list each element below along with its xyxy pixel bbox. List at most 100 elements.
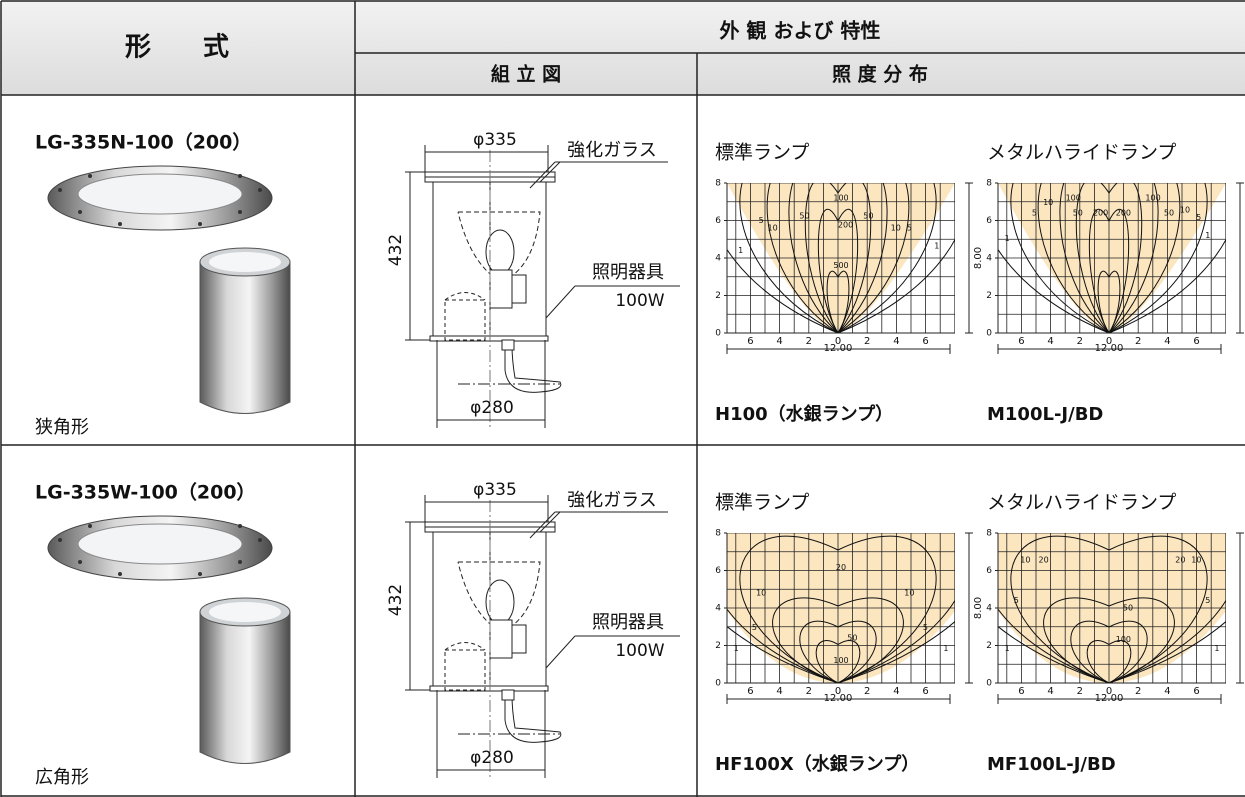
contour-label: 5	[759, 216, 764, 225]
contour	[826, 270, 850, 333]
y-tick-label: 4	[715, 254, 721, 264]
ballast	[489, 619, 513, 659]
line	[545, 635, 576, 669]
gland	[501, 689, 515, 701]
lamp-type: 標準ランプ	[715, 492, 809, 514]
contour-label: 5	[1032, 209, 1037, 218]
contour-label: 50	[1164, 209, 1174, 218]
bolt	[118, 572, 122, 576]
contour	[788, 183, 888, 333]
line	[529, 511, 556, 539]
contour	[766, 183, 910, 333]
x-tick-label: 2	[1077, 686, 1083, 697]
gland	[501, 339, 515, 351]
bolt	[258, 188, 262, 192]
lamp-name: HF100X（水銀ランプ）	[715, 753, 919, 775]
y-tick-label: 2	[715, 291, 721, 301]
contour-label: 100	[833, 194, 848, 203]
y-tick-label: 8	[715, 179, 721, 189]
plot-area	[727, 183, 955, 333]
contour-label: 500	[833, 261, 848, 270]
x-tick-label: 0	[835, 686, 841, 697]
header-title: 外 観 および 特性	[720, 19, 881, 43]
y-tick-label: 4	[986, 254, 992, 264]
x-tick-label: 2	[864, 336, 870, 347]
beam-type: 広角形	[35, 767, 89, 788]
x-tick-label: 6	[1018, 686, 1024, 697]
ballast	[511, 624, 527, 654]
contour	[1010, 535, 1208, 683]
contour-label: 10	[768, 224, 778, 233]
lamp-type: メタルハライドランプ	[987, 142, 1176, 164]
ballast	[489, 269, 513, 309]
contour-label: 50	[863, 212, 873, 221]
luminaire-photo	[47, 515, 291, 764]
bolt	[198, 572, 202, 576]
y-tick-label: 0	[715, 329, 721, 339]
luminaire-photo	[47, 165, 291, 414]
callout-label: 照明器具	[592, 612, 664, 633]
callout-label: 強化ガラス	[567, 490, 657, 511]
bolt	[78, 210, 82, 214]
contour-label: 50	[847, 634, 857, 643]
x-tick-label: 2	[806, 686, 812, 697]
bolt	[118, 222, 122, 226]
bolt	[88, 524, 92, 528]
contour-label: 5	[752, 623, 757, 632]
contour-label: 100	[1066, 194, 1081, 203]
socket	[444, 642, 486, 691]
contour-label: 200	[1093, 209, 1108, 218]
y-tick-label: 2	[986, 291, 992, 301]
model-name: LG-335N-100（200）	[35, 131, 251, 154]
contour-label: 1	[734, 644, 739, 653]
header-title: 組 立 図	[491, 63, 561, 86]
bolt	[198, 222, 202, 226]
dimension-label: φ335	[473, 130, 517, 150]
contour-label: 20	[1039, 556, 1049, 565]
lens	[77, 173, 243, 215]
cylinder-lens	[209, 252, 281, 272]
contour	[1037, 183, 1181, 333]
x-tick-label: 4	[1164, 336, 1170, 347]
y-tick-label: 4	[715, 604, 721, 614]
contour	[1075, 183, 1143, 333]
callout-label: 100W	[615, 641, 664, 661]
bolt	[78, 560, 82, 564]
callout-label: 照明器具	[592, 262, 664, 283]
contour-label: 10	[904, 589, 914, 598]
dimension-label: φ280	[470, 398, 514, 418]
x-tick-label: 6	[922, 686, 928, 697]
bolt	[238, 560, 242, 564]
x-tick-label: 0	[1106, 686, 1112, 697]
line	[545, 285, 576, 319]
contour-label: 5	[907, 224, 912, 233]
line	[539, 161, 561, 183]
x-tick-label: 4	[893, 336, 899, 347]
callout-label: 強化ガラス	[567, 140, 657, 161]
height-label: 8.00	[973, 597, 984, 619]
contour-label: 10	[1043, 198, 1053, 207]
x-tick-label: 2	[864, 686, 870, 697]
beam-type: 狭角形	[35, 417, 89, 438]
header-cell	[355, 1, 1245, 95]
contour-label: 50	[1123, 604, 1133, 613]
cable	[504, 344, 562, 393]
width-label: 12.00	[1095, 343, 1124, 354]
cable	[504, 694, 562, 743]
contour-label: 1	[738, 246, 743, 255]
contour	[1070, 620, 1148, 683]
contour	[739, 183, 937, 333]
contour-label: 1	[1205, 231, 1210, 240]
x-tick-label: 6	[1193, 686, 1199, 697]
ballast	[511, 274, 527, 304]
y-tick-label: 0	[986, 329, 992, 339]
contour-label: 20	[1175, 556, 1185, 565]
x-tick-label: 4	[776, 686, 782, 697]
width-label: 12.00	[1095, 693, 1124, 704]
contour-label: 50	[799, 212, 809, 221]
y-tick-label: 8	[715, 529, 721, 539]
